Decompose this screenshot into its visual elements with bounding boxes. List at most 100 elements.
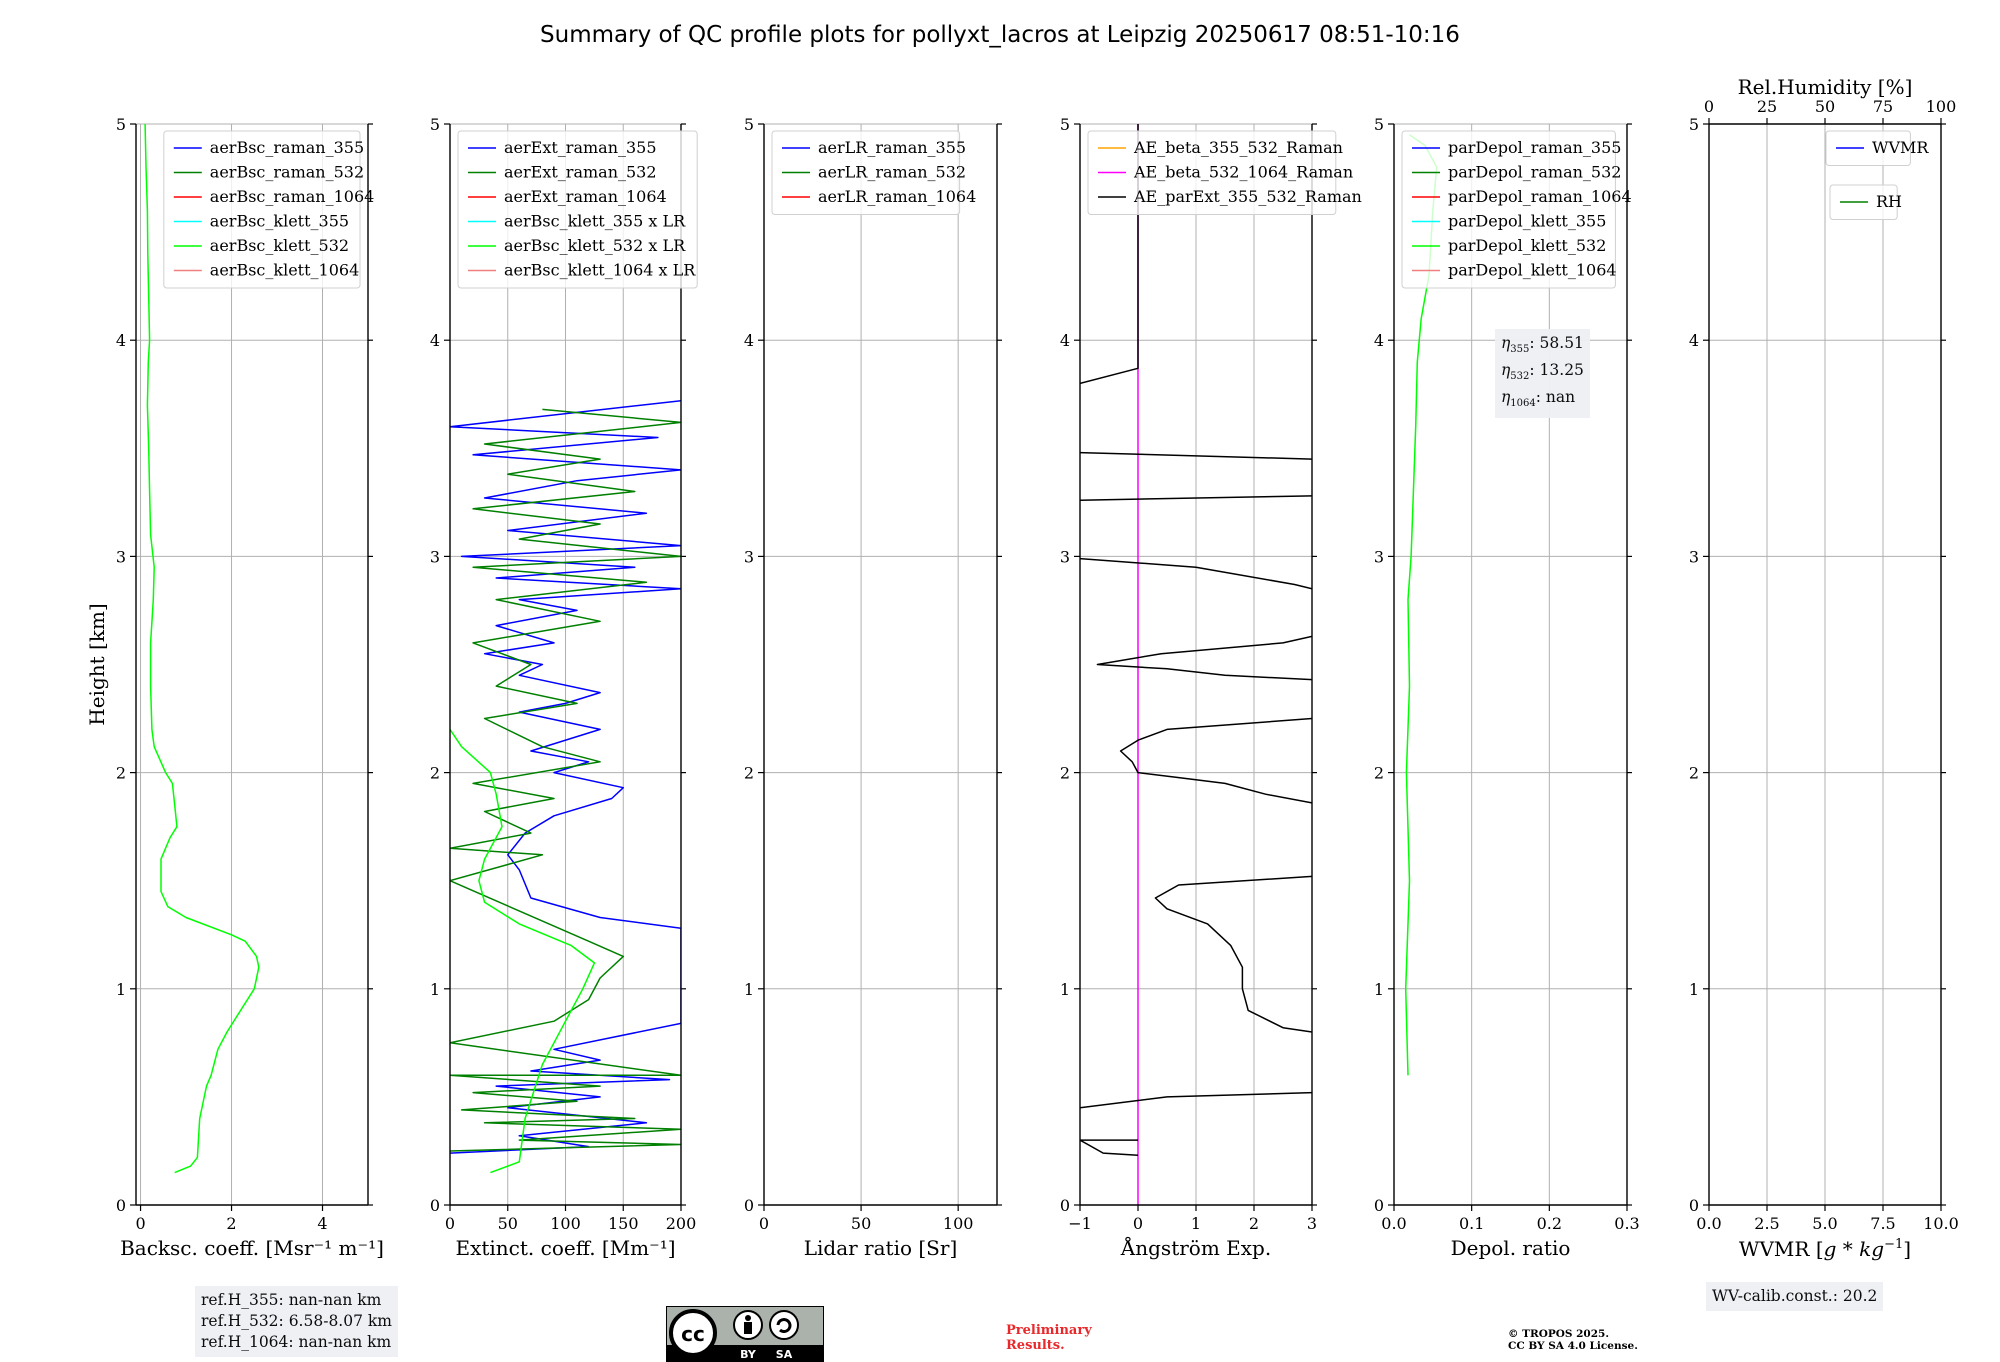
series-line-ext-2 xyxy=(450,728,596,1174)
legend-entry: parDepol_raman_355 xyxy=(1448,138,1621,157)
series-line-ae-7 xyxy=(1080,495,1312,501)
cc-by-sa-badge: cc BY SA xyxy=(666,1306,824,1362)
legend-entry: aerLR_raman_355 xyxy=(818,138,966,157)
figure-title: Summary of QC profile plots for pollyxt_… xyxy=(540,22,1460,48)
y-tick-label: 4 xyxy=(1060,331,1070,350)
x-tick-label: 5.0 xyxy=(1812,1214,1837,1233)
y-tick-label: 4 xyxy=(1374,331,1384,350)
x-tick-label: 0 xyxy=(445,1214,455,1233)
legend-frame xyxy=(1087,130,1337,215)
legend-entry: AE_parExt_355_532_Raman xyxy=(1133,187,1362,206)
y-tick-label: 0 xyxy=(430,1196,440,1215)
y-tick-label: 2 xyxy=(1060,764,1070,783)
legend-lr: aerLR_raman_355 aerLR_raman_532 aerLR_rama… xyxy=(771,130,976,215)
x-tick-label: 0 xyxy=(759,1214,769,1233)
y-tick-label: 4 xyxy=(744,331,754,350)
series-line-ae-8 xyxy=(1080,451,1312,460)
legend-entry: AE_beta_532_1064_Raman xyxy=(1133,163,1353,182)
legend-entry: AE_beta_355_532_Raman xyxy=(1133,138,1343,157)
y-tick-label: 3 xyxy=(744,547,754,566)
data-layer xyxy=(144,124,260,1174)
panel-bsc: 0 2 4 0 1 2 3 4 5 Backsc. coeff. [Msr⁻¹ m⁻¹] Heigh… xyxy=(85,115,384,1260)
x-tick-label: 0.0 xyxy=(1696,1214,1721,1233)
panel-ext: 0 50 100 150 200 0 1 2 3 4 5 Extinct. coeff. [Mm⁻¹]… xyxy=(430,115,698,1260)
legend-entry: aerExt_raman_1064 xyxy=(504,187,667,206)
x-tick-label: 0.2 xyxy=(1537,1214,1562,1233)
series-line-ext-1 xyxy=(450,408,681,1152)
x-tick-label: 0 xyxy=(135,1214,145,1233)
y-tick-label: 5 xyxy=(116,115,126,134)
x-tick-label: 50 xyxy=(851,1214,871,1233)
legend-depol: parDepol_raman_355 parDepol_raman_532 parD… xyxy=(1401,130,1632,289)
x-tick-label: 7.5 xyxy=(1870,1214,1895,1233)
x-axis-label: WVMR [g * kg−1] xyxy=(1739,1237,1911,1261)
top-x-tick-label: 100 xyxy=(1926,97,1957,116)
x-tick-label: 0.1 xyxy=(1459,1214,1484,1233)
y-tick-label: 5 xyxy=(1060,115,1070,134)
y-tick-label: 5 xyxy=(1689,115,1699,134)
legend-frame xyxy=(457,130,698,289)
legend-frame xyxy=(771,130,961,215)
x-axis-label: Lidar ratio [Sr] xyxy=(804,1236,958,1260)
y-tick-label: 0 xyxy=(1374,1196,1384,1215)
top-x-tick-label: 25 xyxy=(1757,97,1777,116)
legend-ext: aerExt_raman_355 aerExt_raman_532 aerExt_r… xyxy=(457,130,698,289)
y-tick-label: 5 xyxy=(1374,115,1384,134)
y-tick-label: 3 xyxy=(1374,547,1384,566)
cc-sa-label: SA xyxy=(776,1348,793,1361)
x-tick-label: 2 xyxy=(226,1214,236,1233)
x-tick-label: 0 xyxy=(1133,1214,1143,1233)
legend-entry: aerBsc_raman_1064 xyxy=(210,187,375,206)
y-tick-label: 1 xyxy=(1689,980,1699,999)
legend-wvmr: WVMR xyxy=(1825,130,1929,166)
legend-entry: WVMR xyxy=(1872,138,1929,157)
series-line-ae-3 xyxy=(1154,875,1312,1033)
eta-box: η355: 58.51 η532: 13.25 η1064: nan xyxy=(1495,329,1590,419)
y-axis-label: Height [km] xyxy=(85,603,109,725)
x-tick-label: 2.5 xyxy=(1754,1214,1779,1233)
y-tick-label: 4 xyxy=(430,331,440,350)
ref-height-1064: ref.H_1064: nan-nan km xyxy=(201,1333,392,1351)
series-line-ae-1 xyxy=(1080,1139,1139,1157)
panel-depol: 0.0 0.1 0.2 0.3 0 1 2 3 4 5 Depol. ratio parDepol_r… xyxy=(1374,115,1640,1260)
legend-entry: aerBsc_raman_532 xyxy=(210,163,364,182)
legend-frame xyxy=(1401,130,1616,289)
y-tick-label: 0 xyxy=(116,1196,126,1215)
reference-height-box: ref.H_355: nan-nan km ref.H_532: 6.58-8.… xyxy=(195,1286,398,1357)
x-axis-label: Ångström Exp. xyxy=(1120,1235,1271,1260)
y-tick-label: 3 xyxy=(430,547,440,566)
x-tick-label: 0.3 xyxy=(1614,1214,1639,1233)
legend-frame xyxy=(163,130,361,289)
series-line-ext-0 xyxy=(450,399,681,1154)
legend-entry: aerBsc_klett_1064 xyxy=(210,261,359,280)
copyright-note: © TROPOS 2025. CC BY SA 4.0 License. xyxy=(1508,1328,1638,1352)
x-tick-label: 2 xyxy=(1249,1214,1259,1233)
ref-height-355: ref.H_355: nan-nan km xyxy=(201,1291,382,1309)
legend-entry: aerBsc_klett_1064 x LR xyxy=(504,261,696,280)
y-tick-label: 2 xyxy=(744,764,754,783)
x-axis-label: Depol. ratio xyxy=(1451,1236,1571,1260)
legend-rh: RH xyxy=(1829,184,1902,220)
sa-icon xyxy=(769,1310,799,1340)
legend-entry: aerExt_raman_532 xyxy=(504,163,657,182)
y-tick-label: 1 xyxy=(116,980,126,999)
data-layer xyxy=(1080,124,1312,1205)
top-x-tick-label: 0 xyxy=(1704,97,1714,116)
y-tick-label: 5 xyxy=(744,115,754,134)
preliminary-note: Preliminary Results. xyxy=(1006,1323,1092,1353)
y-tick-label: 1 xyxy=(430,980,440,999)
legend-entry: aerBsc_klett_355 x LR xyxy=(504,212,686,231)
series-line-ae-6 xyxy=(1080,557,1312,590)
y-tick-label: 3 xyxy=(116,547,126,566)
y-tick-label: 1 xyxy=(1374,980,1384,999)
x-tick-label: 1 xyxy=(1191,1214,1201,1233)
legend-entry: aerLR_raman_532 xyxy=(818,163,966,182)
y-tick-label: 2 xyxy=(116,764,126,783)
legend-entry: parDepol_klett_1064 xyxy=(1448,261,1617,280)
eta-355: η355: 58.51 xyxy=(1501,334,1584,356)
panel-lr: 0 50 100 0 1 2 3 4 5 Lidar ratio [Sr] aerLR_raman_… xyxy=(744,115,1002,1260)
legend-entry: parDepol_raman_532 xyxy=(1448,163,1621,182)
x-tick-label: 4 xyxy=(317,1214,327,1233)
